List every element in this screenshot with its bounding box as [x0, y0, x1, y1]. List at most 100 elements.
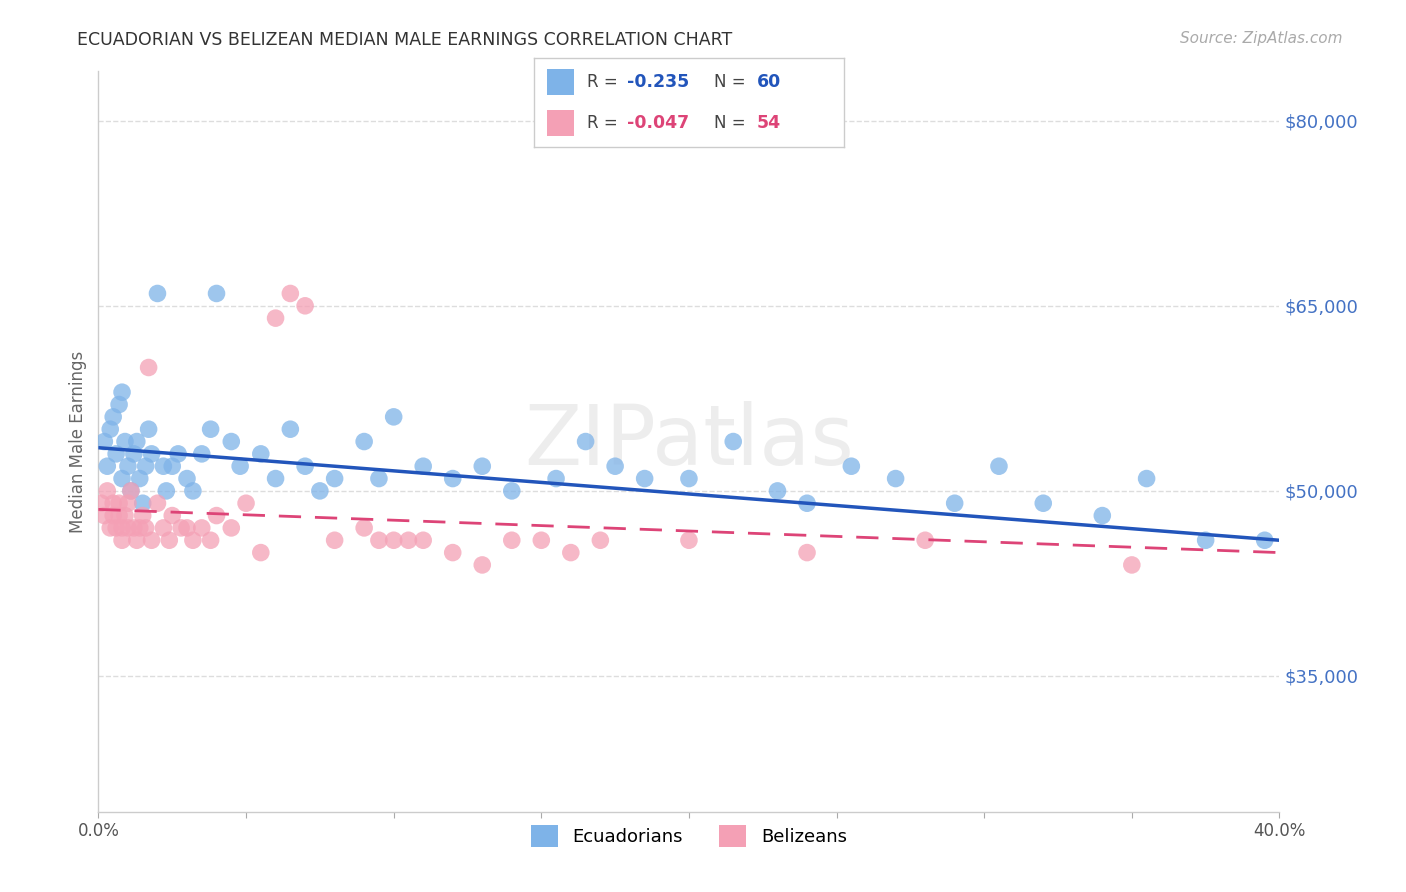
Point: [723, 434, 745, 449]
Point: [103, 508, 125, 523]
Point: [96, 483, 118, 498]
Legend: Ecuadorians, Belizeans: Ecuadorians, Belizeans: [524, 818, 853, 855]
Point: [191, 521, 214, 535]
Point: [111, 471, 134, 485]
Point: [108, 496, 131, 510]
Point: [796, 496, 818, 510]
Point: [634, 471, 657, 485]
Point: [530, 533, 553, 548]
Text: -0.047: -0.047: [627, 114, 689, 132]
Text: R =: R =: [586, 114, 623, 132]
Point: [105, 521, 128, 535]
Point: [90, 496, 112, 510]
Point: [264, 311, 287, 326]
Point: [294, 459, 316, 474]
Point: [120, 483, 142, 498]
Text: 60: 60: [756, 73, 782, 91]
Point: [353, 434, 375, 449]
Point: [141, 447, 163, 461]
Point: [382, 533, 405, 548]
Point: [98, 521, 121, 535]
Point: [108, 397, 131, 411]
Point: [111, 521, 134, 535]
Point: [914, 533, 936, 548]
Point: [235, 496, 257, 510]
Point: [368, 471, 391, 485]
Point: [157, 533, 180, 548]
Text: N =: N =: [714, 114, 751, 132]
Point: [103, 409, 125, 424]
Point: [943, 496, 966, 510]
Point: [125, 434, 148, 449]
Point: [141, 533, 163, 548]
Point: [501, 533, 523, 548]
Point: [103, 496, 125, 510]
Point: [128, 521, 150, 535]
Point: [1195, 533, 1218, 548]
Point: [1091, 508, 1114, 523]
Point: [280, 422, 302, 436]
Point: [221, 521, 243, 535]
Point: [1121, 558, 1143, 572]
Point: [152, 521, 174, 535]
Point: [132, 508, 155, 523]
Point: [132, 496, 155, 510]
Point: [250, 546, 273, 560]
Point: [501, 483, 523, 498]
Point: [546, 471, 568, 485]
Point: [138, 360, 160, 375]
Point: [117, 459, 139, 474]
Point: [135, 459, 157, 474]
Point: [138, 422, 160, 436]
Point: [560, 546, 582, 560]
Point: [1136, 471, 1159, 485]
Point: [205, 508, 228, 523]
Y-axis label: Median Male Earnings: Median Male Earnings: [69, 351, 87, 533]
Point: [120, 483, 142, 498]
Point: [162, 459, 183, 474]
Point: [111, 533, 134, 548]
Point: [250, 447, 273, 461]
Point: [280, 286, 302, 301]
Point: [181, 483, 204, 498]
Point: [988, 459, 1011, 474]
Point: [294, 299, 316, 313]
Point: [1254, 533, 1277, 548]
Bar: [547, 69, 575, 95]
Point: [152, 459, 174, 474]
Point: [441, 471, 464, 485]
Text: 54: 54: [756, 114, 782, 132]
Point: [229, 459, 252, 474]
Point: [471, 459, 494, 474]
Point: [162, 508, 183, 523]
Point: [191, 447, 214, 461]
Point: [678, 471, 700, 485]
Point: [205, 286, 228, 301]
Point: [155, 483, 177, 498]
Point: [114, 508, 136, 523]
Point: [796, 546, 818, 560]
Point: [125, 533, 148, 548]
Point: [884, 471, 907, 485]
Point: [128, 471, 150, 485]
Point: [605, 459, 627, 474]
Point: [323, 533, 346, 548]
Text: Source: ZipAtlas.com: Source: ZipAtlas.com: [1180, 31, 1343, 46]
Point: [589, 533, 612, 548]
Point: [368, 533, 391, 548]
Point: [1032, 496, 1054, 510]
Point: [412, 533, 434, 548]
Point: [471, 558, 494, 572]
Point: [117, 496, 139, 510]
Point: [96, 459, 118, 474]
Text: N =: N =: [714, 73, 751, 91]
Point: [382, 409, 405, 424]
Point: [114, 434, 136, 449]
Text: -0.235: -0.235: [627, 73, 689, 91]
Point: [766, 483, 789, 498]
Bar: [547, 110, 575, 136]
Point: [200, 533, 222, 548]
Point: [135, 521, 157, 535]
Point: [122, 447, 145, 461]
Point: [111, 385, 134, 400]
